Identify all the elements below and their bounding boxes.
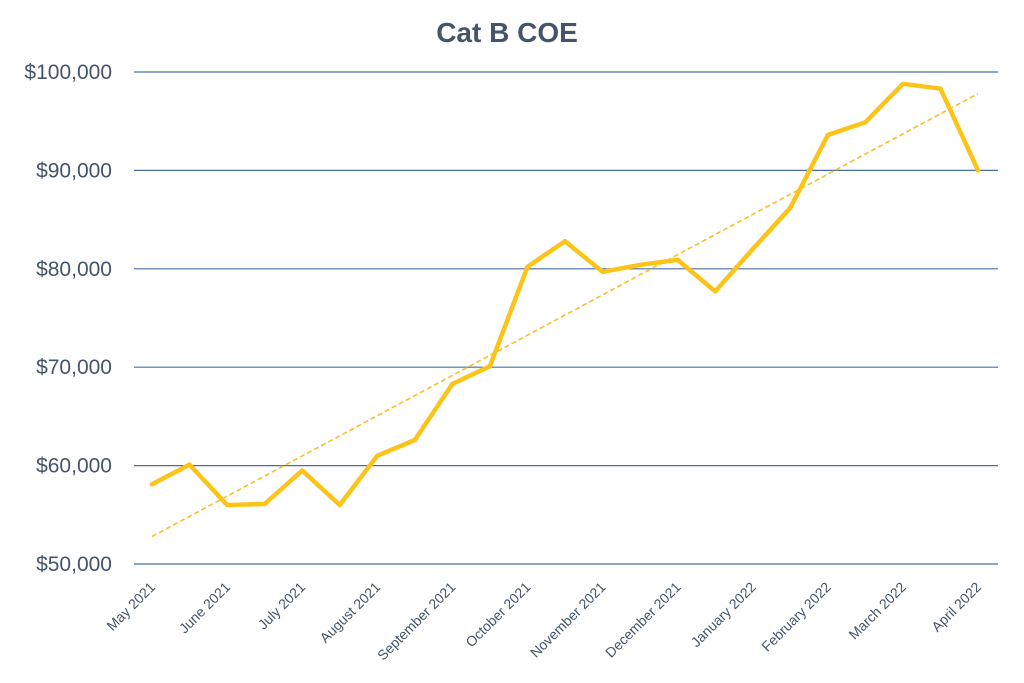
y-tick-label: $90,000 [36,159,112,182]
data-point [224,502,230,508]
x-tick-label: August 2021 [316,579,383,646]
data-point [337,502,342,508]
x-tick-label: October 2021 [462,579,533,650]
x-tick-label: December 2021 [602,579,684,661]
chart-title: Cat B COE [436,17,578,48]
data-point [825,132,831,138]
data-point [900,81,906,87]
x-tick-label: April 2022 [928,579,984,635]
trend-line [151,92,979,538]
data-point [525,264,530,270]
y-axis-tick-labels: $50,000 $60,000 $70,000 $80,000 $90,000 $100,… [24,61,112,576]
data-point [788,205,793,210]
x-tick-label: January 2022 [688,579,759,650]
data-point [637,262,643,268]
x-tick-label: March 2022 [845,579,909,643]
data-point [938,86,943,91]
y-tick-label: $80,000 [36,258,112,281]
data-point [600,269,605,274]
x-tick-label: June 2021 [176,579,234,637]
x-tick-label: September 2021 [374,579,459,664]
data-point [712,289,718,294]
y-tick-label: $50,000 [36,553,112,576]
data-point [675,257,680,263]
x-tick-label: November 2021 [527,579,609,661]
series-layer [149,81,981,538]
x-axis-tick-labels: May 2021 June 2021 July 2021 August 2021Sep… [103,579,984,664]
gridlines [134,71,998,565]
x-tick-label: February 2022 [758,579,834,655]
y-tick-label: $100,000 [24,61,112,84]
data-point [299,468,305,473]
y-tick-label: $60,000 [36,455,112,478]
data-point [412,437,418,443]
data-point [450,381,455,387]
data-point [750,246,755,252]
x-tick-label: July 2021 [255,579,309,633]
data-point [975,168,981,173]
data-point [262,501,267,507]
data-point [487,364,493,369]
data-point [375,453,380,458]
data-point [863,119,868,125]
data-point [187,462,192,467]
series-line [149,81,981,508]
x-tick-label: May 2021 [103,579,158,634]
y-tick-label: $70,000 [36,356,112,379]
data-point [149,482,155,487]
data-point [562,239,568,244]
